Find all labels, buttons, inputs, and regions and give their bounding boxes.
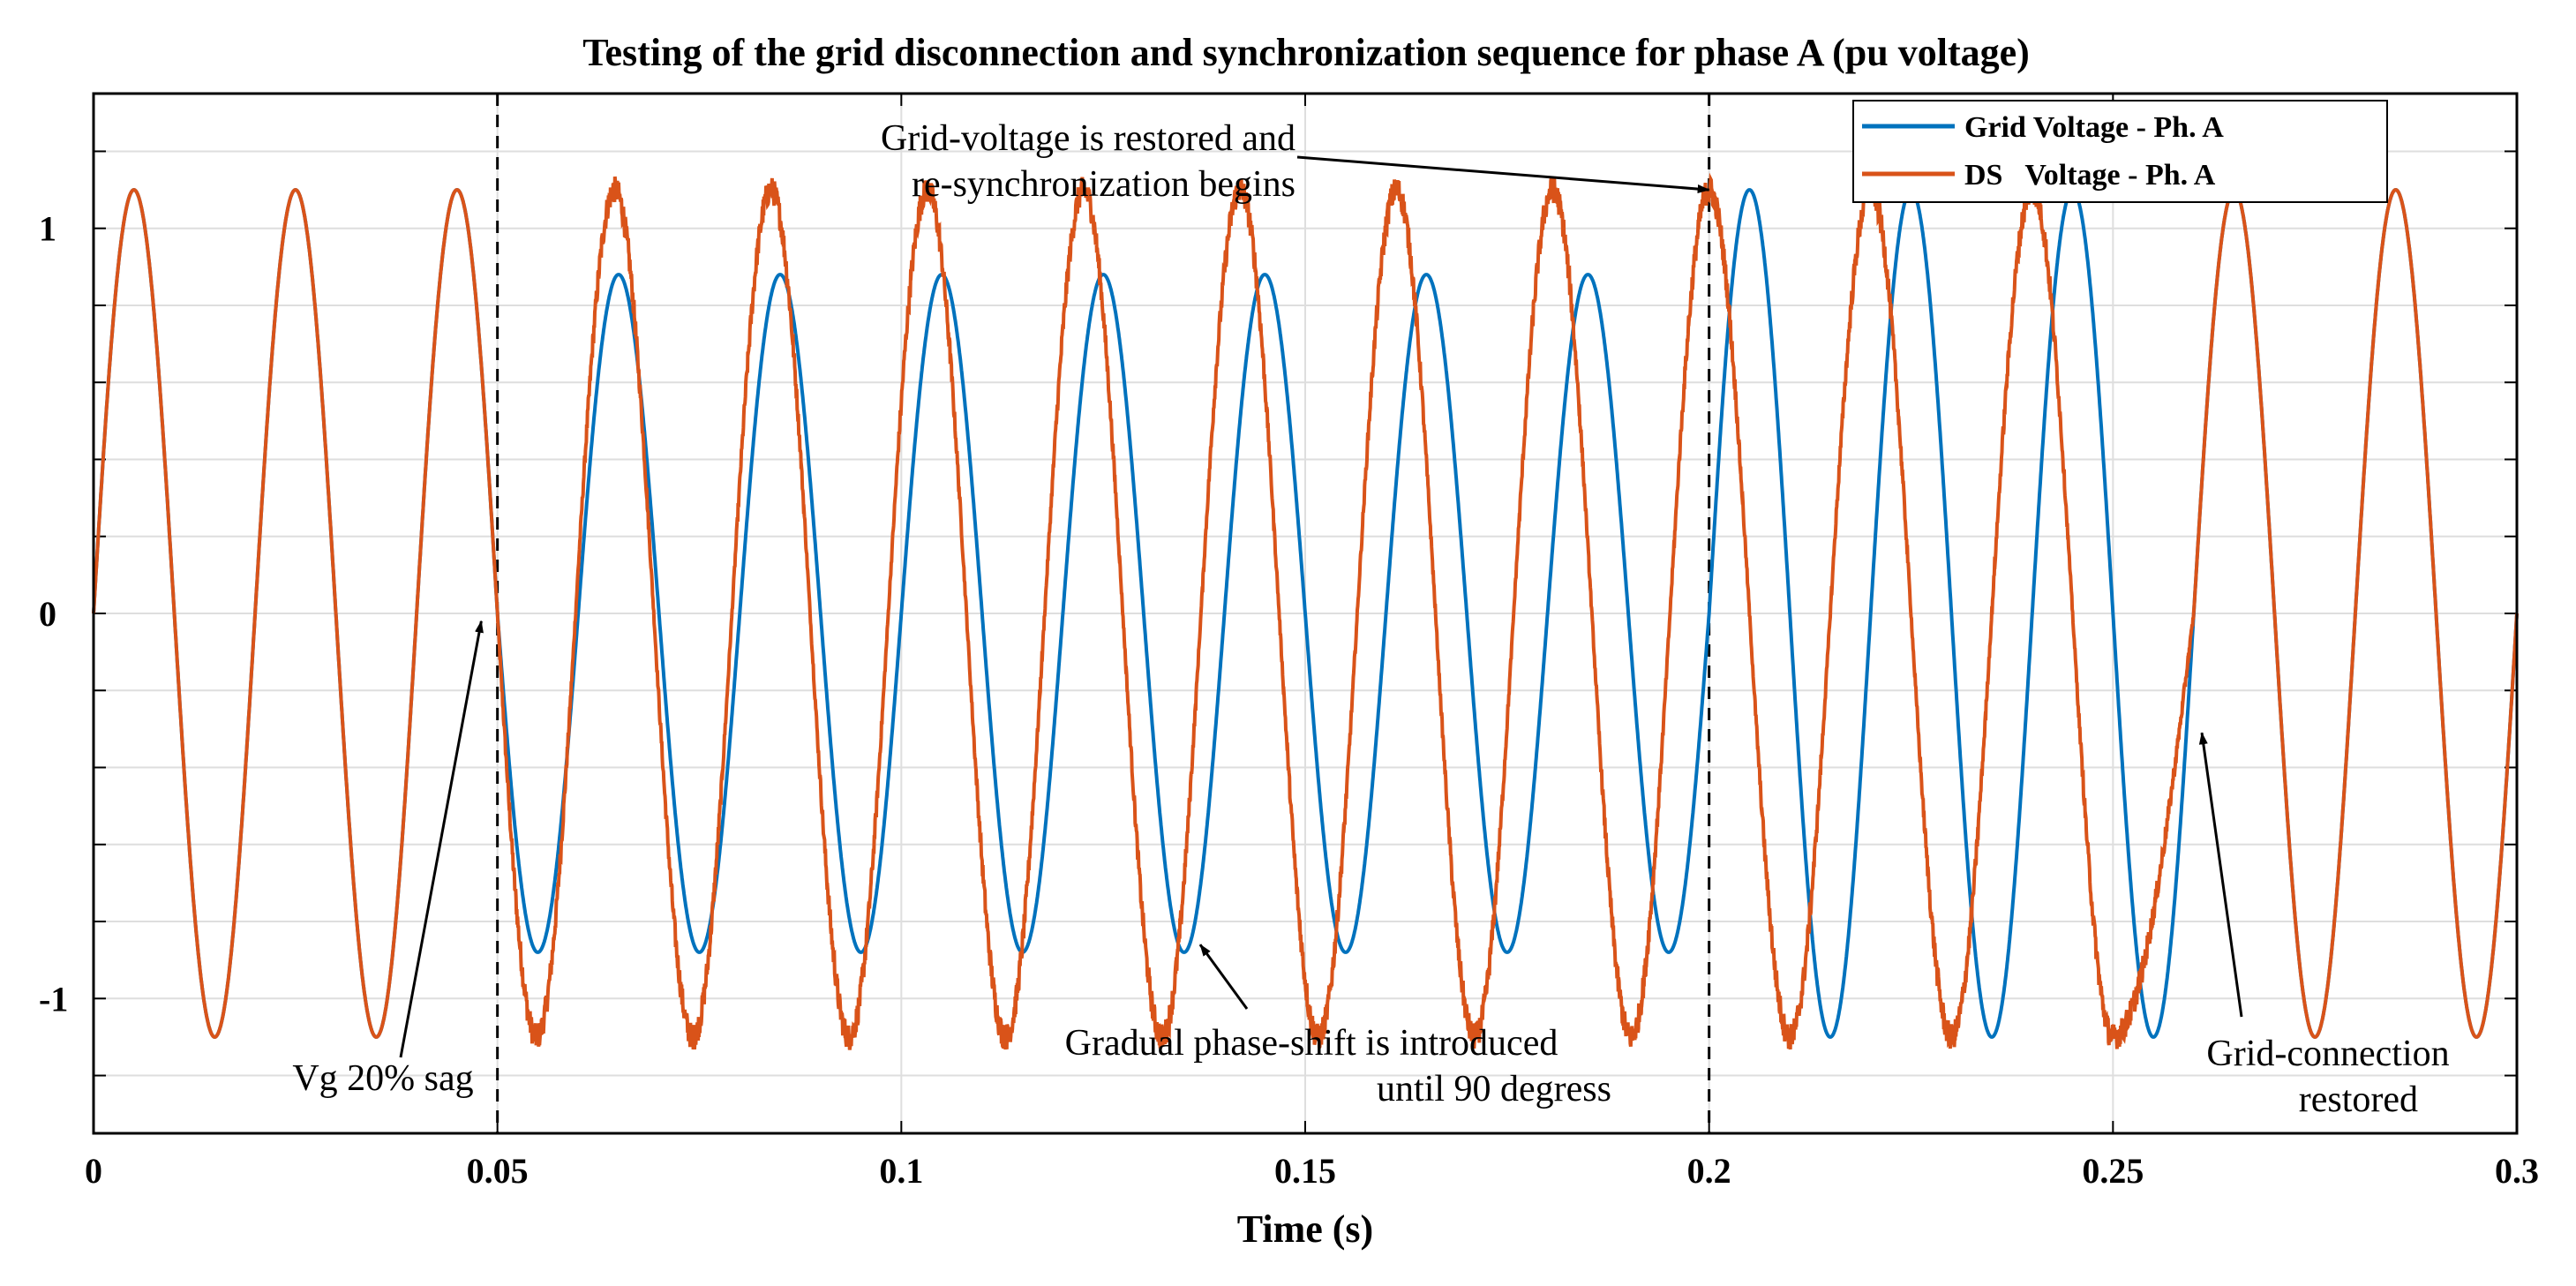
legend-label-grid: Grid Voltage - Ph. A bbox=[1964, 111, 2224, 144]
annotation-arrow bbox=[2198, 732, 2243, 1018]
x-tick-label: 0.15 bbox=[1274, 1151, 1336, 1191]
y-tick-label: 1 bbox=[39, 209, 56, 249]
annotation-arrow bbox=[1296, 155, 1710, 194]
x-tick-label: 0.3 bbox=[2495, 1151, 2539, 1191]
legend-box bbox=[1852, 100, 2388, 203]
y-tick-label: -1 bbox=[39, 979, 68, 1019]
annotation-text: restored bbox=[2299, 1079, 2418, 1120]
x-axis-label: Time (s) bbox=[1237, 1207, 1373, 1251]
plot-frame bbox=[92, 92, 2519, 1135]
annotations: Vg 20% sag Grid-voltage is restored and re… bbox=[292, 118, 2449, 1120]
x-tick-label: 0.1 bbox=[879, 1151, 923, 1191]
x-tick-label: 0.25 bbox=[2082, 1151, 2144, 1191]
series-line-ds-voltage bbox=[92, 172, 2519, 1050]
y-tick-label: 0 bbox=[39, 594, 56, 634]
legend-label-ds: DS Voltage - Ph. A bbox=[1964, 159, 2216, 192]
series-lines bbox=[92, 172, 2519, 1050]
annotation-text: until 90 degress bbox=[1377, 1069, 1611, 1109]
annotation-text: Vg 20% sag bbox=[292, 1058, 473, 1099]
x-tick-label: 0.05 bbox=[467, 1151, 529, 1191]
annotation-text: re-synchronization begins bbox=[912, 164, 1296, 205]
annotation-arrow bbox=[1198, 944, 1249, 1010]
x-tick-label: 0 bbox=[85, 1151, 102, 1191]
annotation-text: Grid-connection bbox=[2206, 1034, 2449, 1074]
x-tick-labels: 0 0.05 0.1 0.15 0.2 0.25 0.3 bbox=[85, 1151, 2539, 1191]
legend: Grid Voltage - Ph. A DS Voltage - Ph. A bbox=[1852, 100, 2388, 203]
x-tick-label: 0.2 bbox=[1687, 1151, 1731, 1191]
annotation-text: Gradual phase-shift is introduced bbox=[1065, 1023, 1558, 1064]
annotation-text: Grid-voltage is restored and bbox=[881, 118, 1296, 159]
annotation-arrow bbox=[399, 620, 484, 1058]
y-tick-labels: -1 0 1 bbox=[39, 209, 68, 1019]
chart-title: Testing of the grid disconnection and sy… bbox=[582, 31, 2030, 74]
